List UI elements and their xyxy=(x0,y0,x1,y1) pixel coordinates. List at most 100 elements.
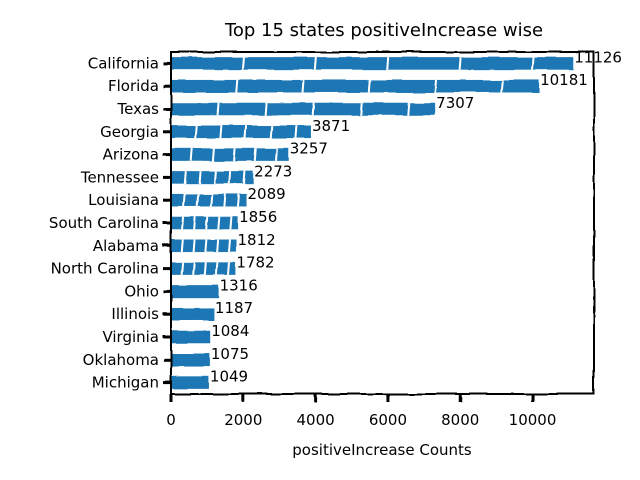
bar-break xyxy=(181,216,185,230)
bar-break xyxy=(311,102,315,116)
bar-break xyxy=(500,79,504,93)
bar-break xyxy=(434,79,438,93)
bar-break xyxy=(274,148,278,161)
y-tick-label: Texas xyxy=(117,100,160,118)
bar-break xyxy=(203,262,207,275)
data-label: 11126 xyxy=(574,48,622,66)
bar-break xyxy=(213,171,217,184)
bar-break xyxy=(227,239,231,253)
bar xyxy=(171,148,289,161)
bar-break xyxy=(219,125,223,139)
bar-break xyxy=(205,216,209,230)
y-tick-label: Alabama xyxy=(93,237,159,255)
bars-group xyxy=(171,57,574,389)
x-tick-label: 2000 xyxy=(224,411,262,429)
y-tick-label: Georgia xyxy=(100,123,159,141)
data-label: 1049 xyxy=(210,368,248,386)
bar xyxy=(171,262,236,275)
bar-break xyxy=(229,216,233,230)
x-tick-label: 10000 xyxy=(509,411,557,429)
y-tick-label: Illinois xyxy=(111,305,159,323)
bar xyxy=(171,193,247,207)
y-tick-label: North Carolina xyxy=(51,260,159,278)
bar-break xyxy=(215,262,219,275)
bar xyxy=(171,171,254,184)
labels-group: California 11126 Florida 10181 Texas 7307 Geor… xyxy=(49,48,622,429)
bar-break xyxy=(223,193,227,207)
bar-break xyxy=(294,125,298,139)
bar-break xyxy=(180,239,184,253)
data-label: 3257 xyxy=(290,140,328,158)
bar xyxy=(171,330,211,344)
bar-break xyxy=(313,57,317,70)
bar-break xyxy=(180,262,184,275)
data-label: 1812 xyxy=(238,231,276,249)
bar-break xyxy=(241,57,245,70)
bar-break xyxy=(196,193,200,207)
bar-break xyxy=(216,102,220,116)
bar-break xyxy=(235,79,239,93)
bar xyxy=(171,376,209,389)
bar-break xyxy=(192,239,196,253)
data-label: 3871 xyxy=(312,117,350,135)
bar xyxy=(171,57,574,70)
bar-break xyxy=(190,148,194,161)
bar-break xyxy=(217,216,221,230)
y-tick-label: Michigan xyxy=(92,374,159,392)
y-tick-label: Ohio xyxy=(124,282,159,300)
bar-break xyxy=(269,125,273,139)
data-label: 1316 xyxy=(220,276,258,294)
bar-break xyxy=(301,79,305,93)
x-tick-label: 6000 xyxy=(369,411,407,429)
data-label: 1187 xyxy=(215,299,253,317)
bar-break xyxy=(458,57,462,70)
bar-break xyxy=(531,57,535,70)
data-label: 1084 xyxy=(211,322,249,340)
bar-break xyxy=(264,102,268,116)
y-tick-label: Oklahoma xyxy=(83,351,159,369)
bar-break xyxy=(183,171,187,184)
bar-break xyxy=(226,262,230,275)
bar-break xyxy=(244,125,248,139)
data-label: 2089 xyxy=(248,185,286,203)
data-label: 1782 xyxy=(236,254,274,272)
y-tick-label: Virginia xyxy=(102,328,159,346)
y-tick-label: South Carolina xyxy=(49,214,159,232)
bar-break xyxy=(253,148,257,161)
x-tick-label: 4000 xyxy=(297,411,335,429)
bar-break xyxy=(209,193,213,207)
bar-break xyxy=(211,148,215,161)
y-tick-label: California xyxy=(88,54,159,72)
x-tick-label: 8000 xyxy=(441,411,479,429)
bar xyxy=(171,285,219,298)
bar-break xyxy=(216,239,220,253)
x-axis-label: positiveIncrease Counts xyxy=(292,441,472,459)
axes-frame xyxy=(163,51,595,402)
bar xyxy=(171,307,214,321)
y-tick-label: Arizona xyxy=(103,146,159,164)
bar xyxy=(171,102,436,116)
data-label: 10181 xyxy=(540,71,588,89)
bar xyxy=(171,216,239,230)
bar-break xyxy=(232,148,236,161)
bar-break xyxy=(228,171,232,184)
bar-break xyxy=(182,193,186,207)
data-label: 1075 xyxy=(211,345,249,363)
y-tick-label: Tennessee xyxy=(80,168,159,186)
bar-break xyxy=(359,102,363,116)
y-tick-label: Florida xyxy=(108,77,159,95)
bar-break xyxy=(242,171,246,184)
bar-break xyxy=(192,262,196,275)
bar xyxy=(171,353,210,367)
bar-break xyxy=(386,57,390,70)
bar xyxy=(171,125,311,139)
bar-break xyxy=(193,216,197,230)
bar-break xyxy=(367,79,371,93)
data-label: 2273 xyxy=(254,162,292,180)
bar-break xyxy=(236,193,240,207)
bar-break xyxy=(194,125,198,139)
chart-title: Top 15 states positiveIncrease wise xyxy=(224,20,543,41)
bar-break xyxy=(198,171,202,184)
bar xyxy=(171,79,540,93)
x-tick-label: 0 xyxy=(166,411,176,429)
